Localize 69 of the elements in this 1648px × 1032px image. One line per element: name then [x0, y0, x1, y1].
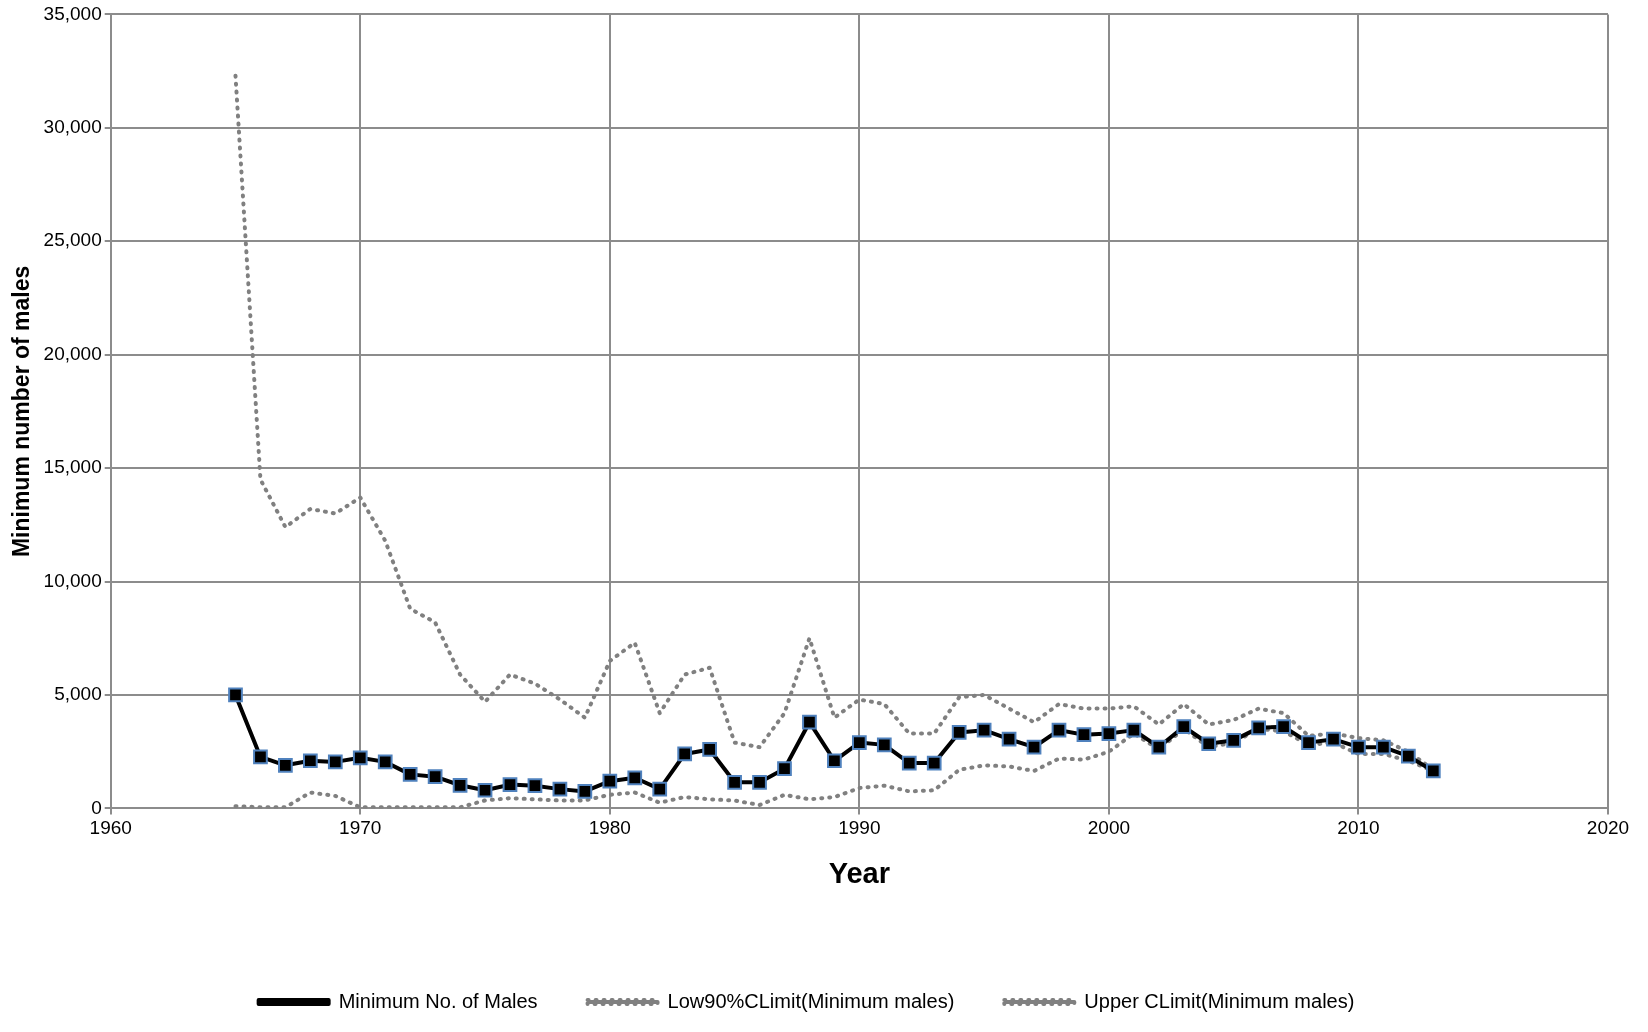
- point: [502, 777, 518, 792]
- x-tick-label: 2000: [1087, 817, 1131, 839]
- point: [527, 778, 543, 794]
- point: [552, 781, 568, 797]
- point: [1026, 739, 1042, 755]
- point: [976, 722, 992, 738]
- y-axis-title: Minimum number of males: [8, 265, 35, 558]
- point: [951, 725, 967, 740]
- legend-label: Minimum No. of Males: [338, 989, 538, 1012]
- point: [278, 757, 293, 773]
- point: [228, 687, 243, 703]
- point: [1201, 736, 1217, 752]
- x-tick-label: 1960: [89, 817, 132, 839]
- y-tick-label: 25,000: [43, 229, 102, 251]
- y-tick-label: 35,000: [43, 2, 102, 24]
- point: [1351, 739, 1366, 755]
- point: [477, 782, 493, 798]
- point: [901, 755, 917, 771]
- legend-label: Upper CLimit(Minimum males): [1084, 989, 1355, 1012]
- point: [752, 774, 767, 790]
- y-tick-label: 15,000: [43, 456, 102, 478]
- point: [652, 781, 668, 797]
- y-tick-label: 0: [91, 796, 102, 818]
- point: [851, 735, 867, 750]
- x-tick-label: 1980: [588, 817, 631, 839]
- point: [352, 750, 368, 766]
- point: [1425, 763, 1441, 779]
- y-tick-label: 5,000: [54, 683, 102, 705]
- point: [926, 755, 942, 771]
- x-tick-label: 2010: [1337, 817, 1380, 839]
- point: [827, 753, 842, 769]
- point: [702, 742, 717, 757]
- x-tick-label: 1990: [838, 817, 881, 839]
- x-tick-label: 1970: [339, 817, 382, 839]
- point: [1301, 735, 1316, 750]
- point: [876, 737, 892, 753]
- point: [1151, 739, 1167, 755]
- legend-label: Low90%CLimit(Minimum males): [667, 989, 955, 1012]
- point: [727, 774, 742, 790]
- y-tick-label: 20,000: [43, 342, 102, 364]
- point: [1376, 739, 1391, 755]
- point: [1226, 732, 1242, 748]
- point: [1076, 727, 1092, 743]
- point: [777, 761, 792, 777]
- point: [677, 746, 693, 762]
- point: [377, 754, 393, 770]
- point: [577, 784, 593, 799]
- point: [427, 769, 443, 784]
- point: [1001, 731, 1017, 747]
- point: [1176, 719, 1192, 735]
- point: [1276, 719, 1291, 735]
- point: [327, 754, 343, 770]
- y-tick-label: 30,000: [43, 116, 102, 138]
- point: [802, 714, 817, 730]
- point: [1326, 731, 1341, 747]
- point: [402, 767, 418, 782]
- point: [253, 749, 268, 765]
- point: [1051, 722, 1067, 738]
- x-axis-title: Year: [828, 856, 891, 889]
- point: [627, 770, 643, 786]
- point: [452, 777, 468, 793]
- x-tick-label: 2020: [1586, 817, 1630, 839]
- point: [1401, 748, 1416, 764]
- y-tick-label: 10,000: [43, 569, 102, 591]
- point: [602, 773, 618, 789]
- point: [1101, 726, 1117, 741]
- point: [1126, 722, 1142, 738]
- point: [302, 753, 318, 769]
- point: [1251, 720, 1266, 736]
